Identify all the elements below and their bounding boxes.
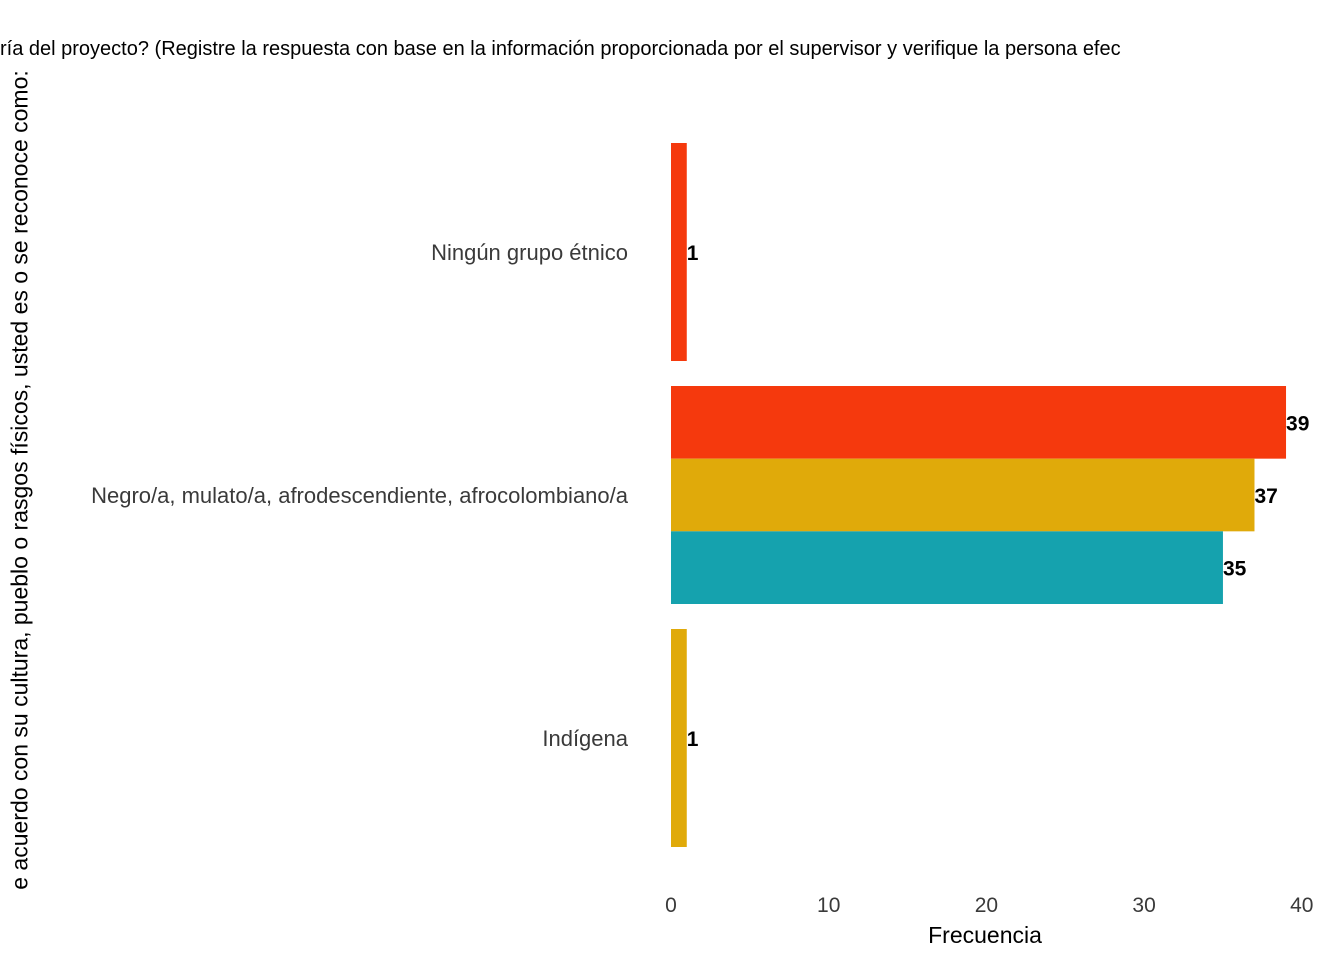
- x-axis-title: Frecuencia: [928, 922, 1042, 948]
- bars-layer: 1 39 37 35 1: [671, 143, 1309, 847]
- chart-title-text: ría del proyecto? (Registre la respuesta…: [0, 38, 1121, 60]
- bar: [671, 629, 687, 847]
- category-labels-layer: Ningún grupo étnico Negro/a, mulato/a, af…: [91, 240, 629, 751]
- bar-value-label: 1: [687, 242, 699, 265]
- bar: [671, 531, 1223, 604]
- bar: [671, 143, 687, 361]
- category-label: Negro/a, mulato/a, afrodescendiente, afr…: [91, 483, 629, 508]
- bar: [671, 458, 1255, 532]
- bar-value-label: 1: [687, 728, 699, 751]
- chart-title: ría del proyecto? (Registre la respuesta…: [0, 38, 1344, 66]
- bar-value-label: 37: [1254, 485, 1277, 508]
- x-tick-label: 30: [1132, 894, 1155, 917]
- bar: [671, 386, 1287, 459]
- bar-value-label: 39: [1286, 412, 1309, 435]
- category-label: Indígena: [542, 726, 628, 751]
- x-tick-label: 20: [975, 894, 998, 917]
- bar-value-label: 35: [1223, 558, 1247, 581]
- category-label: Ningún grupo étnico: [431, 240, 628, 265]
- x-tick-label: 0: [665, 894, 677, 917]
- x-tick-label: 40: [1290, 894, 1313, 917]
- x-axis-ticks-layer: 0 10 20 30 40: [665, 894, 1313, 917]
- x-tick-label: 10: [817, 894, 840, 917]
